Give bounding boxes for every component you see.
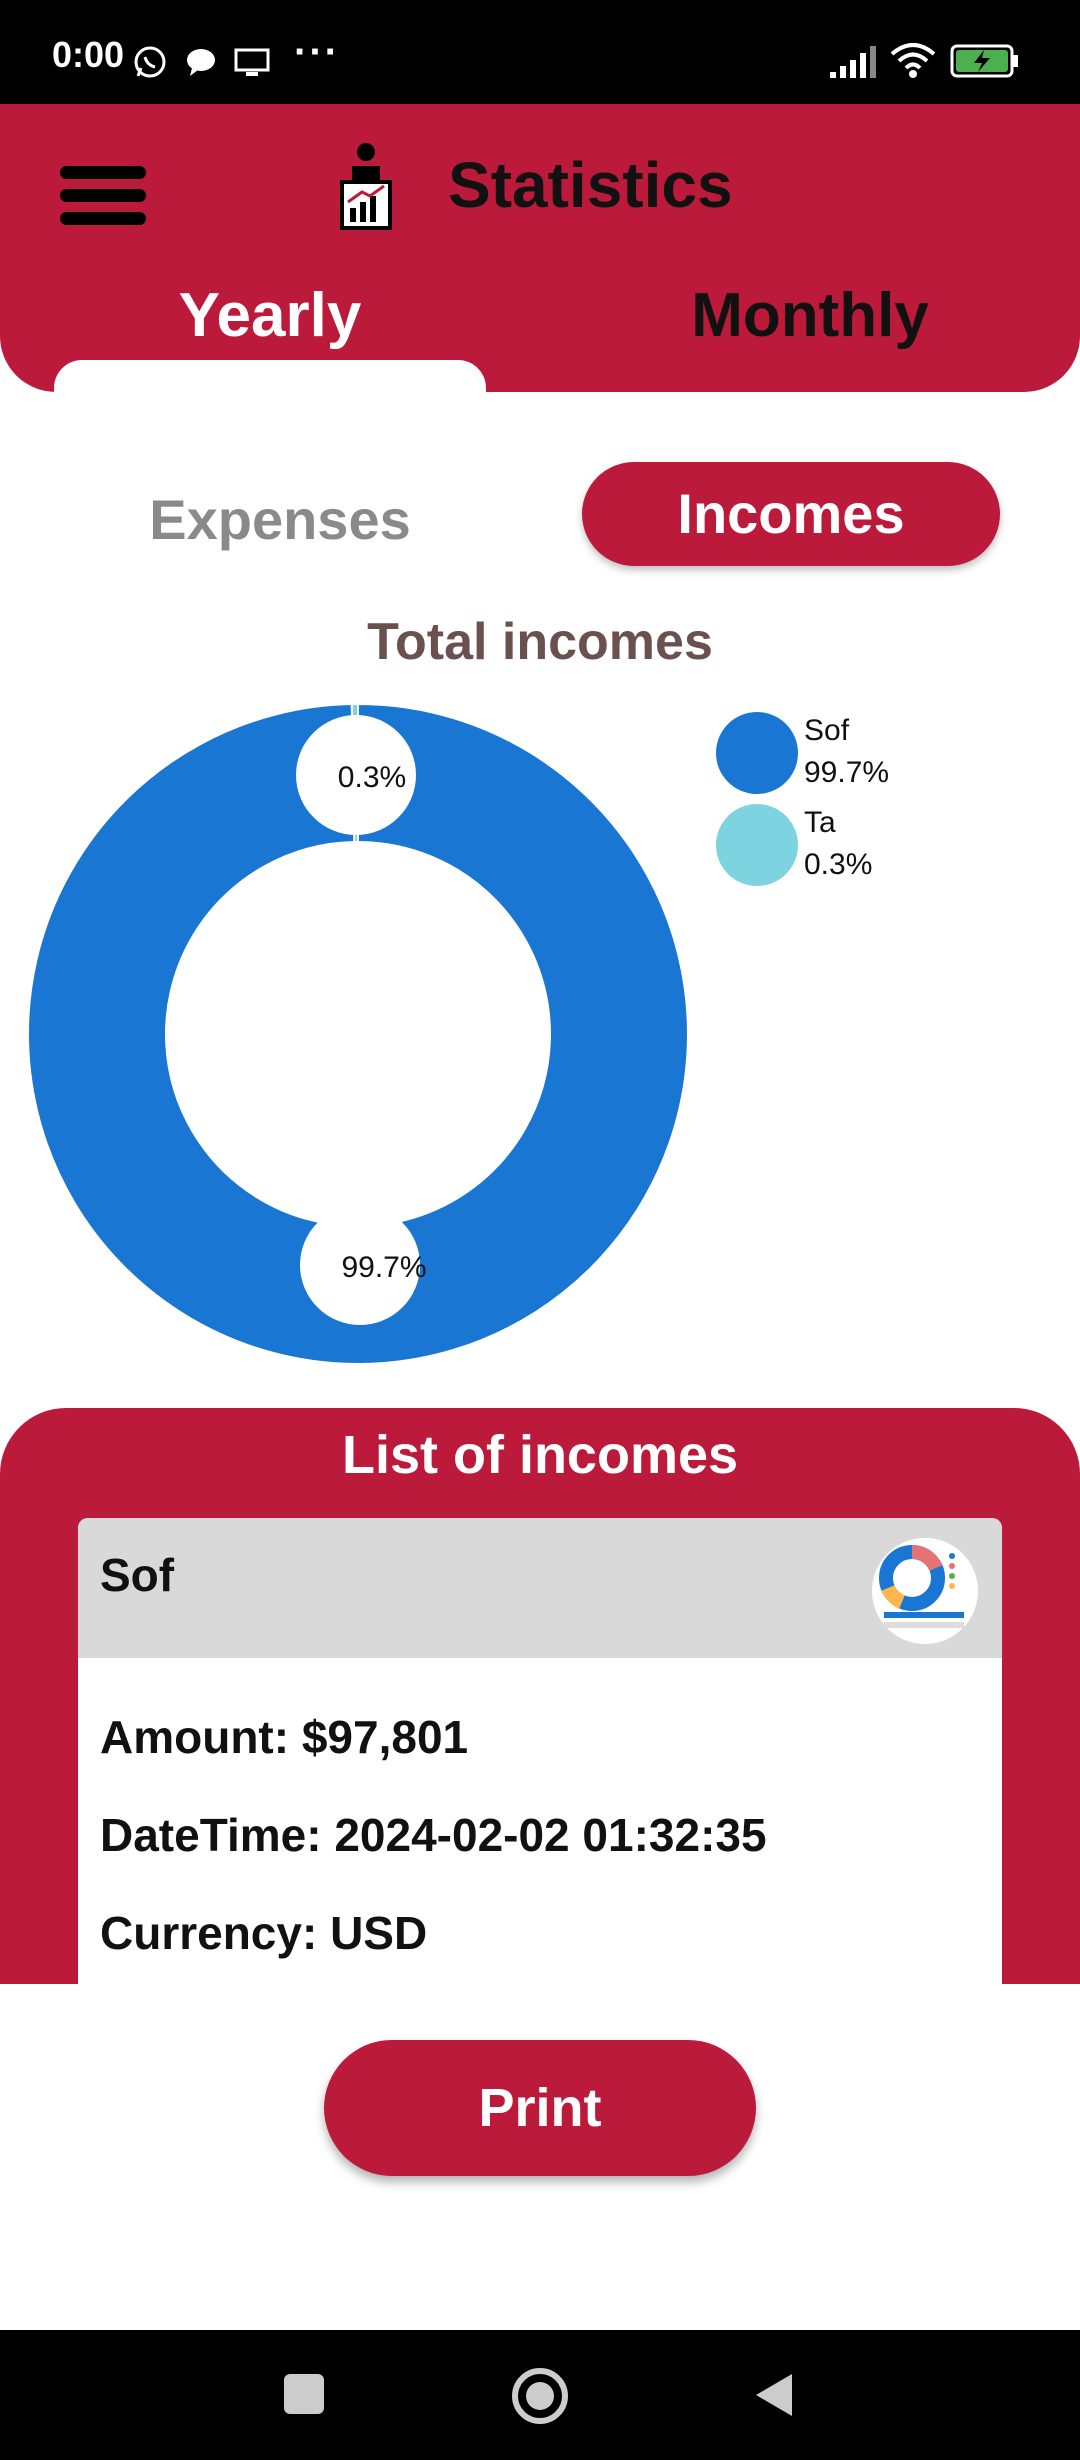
legend-name: Ta	[804, 806, 836, 839]
chat-icon	[187, 49, 215, 76]
recent-apps-button[interactable]	[284, 2374, 324, 2414]
menu-button[interactable]	[56, 160, 156, 240]
more-notifications-icon: ···	[294, 30, 340, 74]
print-button[interactable]: Print	[324, 2040, 756, 2176]
legend-percent: 99.7%	[804, 756, 890, 789]
page-title: Statistics	[448, 149, 733, 221]
tab-yearly[interactable]: Yearly	[178, 281, 362, 350]
navigation-bar	[0, 2330, 1080, 2460]
whatsapp-icon	[134, 46, 166, 78]
home-dot-icon	[526, 2382, 554, 2410]
battery-charging-icon	[950, 44, 1018, 78]
legend-swatch	[716, 712, 798, 794]
home-button[interactable]	[512, 2368, 568, 2424]
card-datetime: DateTime: 2024-02-02 01:32:35	[100, 1809, 767, 1861]
status-time: 0:00	[52, 34, 125, 75]
card-header: Sof	[78, 1518, 1002, 1658]
hamburger-line	[60, 166, 146, 179]
hamburger-line	[60, 212, 146, 225]
incomes-toggle-button[interactable]: Incomes	[582, 462, 1000, 566]
legend-percent: 0.3%	[804, 848, 873, 881]
tab-selected-indicator	[54, 360, 486, 400]
tab-monthly[interactable]: Monthly	[691, 281, 929, 350]
hamburger-line	[60, 189, 146, 202]
slice-label-ta: 0.3%	[338, 761, 406, 794]
statistics-logo-icon	[340, 143, 392, 230]
card-currency: Currency: USD	[100, 1907, 428, 1959]
status-bar: 0:00 ···	[0, 0, 1080, 104]
expenses-toggle-button[interactable]: Expenses	[149, 488, 411, 551]
chart-thumbnail-icon	[872, 1538, 978, 1644]
chart-title: Total incomes	[367, 613, 713, 671]
donut-chart: 99.7% 0.3%	[27, 702, 689, 1365]
card-name: Sof	[100, 1549, 175, 1601]
legend-swatch	[716, 804, 798, 886]
legend-item-ta: Ta 0.3%	[716, 804, 916, 888]
wifi-icon	[890, 43, 936, 78]
list-title: List of incomes	[341, 1425, 739, 1485]
slice-label-bubble	[300, 1205, 420, 1325]
slice-label-bubble	[296, 715, 416, 835]
legend-item-sof: Sof 99.7%	[716, 712, 916, 796]
income-card[interactable]: Sof Amount: $97,801 DateTime: 2024-02-02…	[78, 1518, 1002, 1984]
legend-name: Sof	[804, 714, 850, 747]
signal-icon	[830, 46, 876, 78]
slice-label-sof: 99.7%	[341, 1251, 426, 1284]
donut-slice-sof	[27, 702, 689, 1365]
card-amount: Amount: $97,801	[100, 1711, 469, 1763]
screen-icon	[234, 48, 270, 76]
app-header: Statistics Yearly Monthly	[0, 104, 1080, 400]
back-button[interactable]	[752, 2370, 796, 2420]
